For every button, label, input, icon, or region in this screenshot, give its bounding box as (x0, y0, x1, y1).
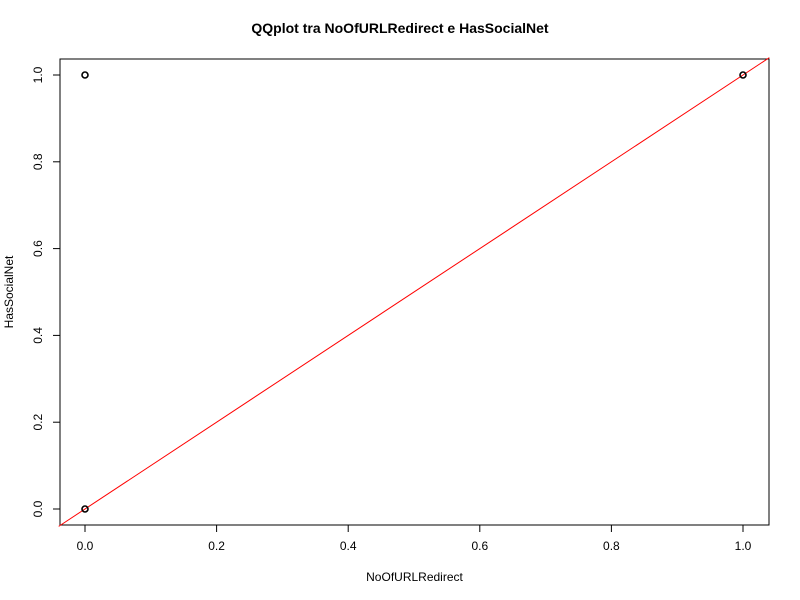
y-tick-label: 0.4 (31, 327, 45, 344)
data-point (81, 505, 89, 513)
axes: 0.0 0.2 0.4 0.6 0.8 1.0 0.0 0.2 0.4 0.6 0.8 1.0 (31, 58, 770, 553)
reference-line-layer (58, 57, 770, 527)
y-tick-label: 0.2 (31, 414, 45, 431)
reference-line (58, 57, 770, 527)
y-tick-label: 0.8 (31, 153, 45, 170)
data-point (739, 71, 747, 79)
chart-title: QQplot tra NoOfURLRedirect e HasSocialNe… (251, 20, 549, 36)
y-tick-label: 0.6 (31, 240, 45, 257)
x-tick-label: 0.4 (340, 539, 357, 553)
y-tick-label: 0.0 (31, 500, 45, 517)
x-axis-label: NoOfURLRedirect (366, 570, 463, 584)
x-tick-label: 0.0 (77, 539, 94, 553)
points-layer (81, 71, 747, 513)
data-point (81, 71, 89, 79)
x-tick-label: 0.8 (603, 539, 620, 553)
y-tick-label: 1.0 (31, 66, 45, 83)
x-tick-label: 1.0 (735, 539, 752, 553)
x-tick-label: 0.6 (471, 539, 488, 553)
x-tick-label: 0.2 (208, 539, 225, 553)
y-axis-label: HasSocialNet (2, 255, 16, 329)
